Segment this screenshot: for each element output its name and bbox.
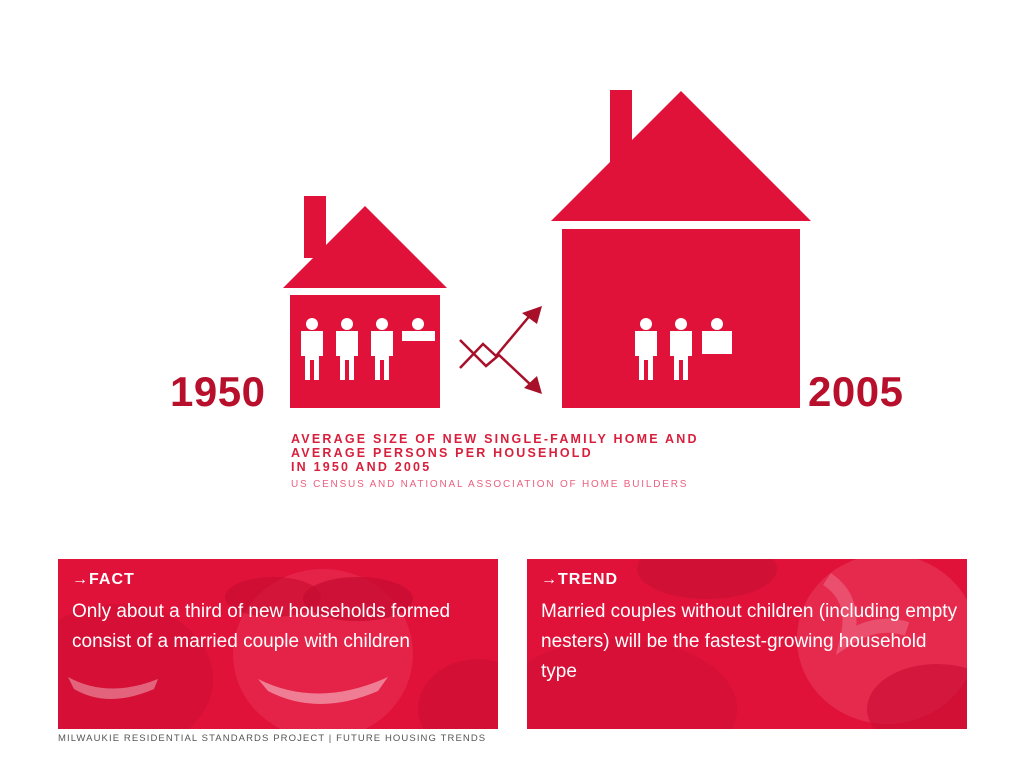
half-person-icon — [702, 318, 732, 354]
roof-2005 — [551, 91, 811, 221]
people-2005 — [635, 318, 732, 380]
house-2005 — [551, 90, 811, 408]
people-1950 — [301, 318, 435, 380]
trend-photo-background — [527, 559, 967, 729]
chimney-1950 — [304, 196, 326, 258]
fact-panel: →FACT Only about a third of new househol… — [58, 559, 498, 729]
fact-photo-background — [58, 559, 498, 729]
roof-1950 — [283, 206, 447, 288]
houses-diagram — [283, 90, 811, 408]
diagram-caption: AVERAGE SIZE OF NEW SINGLE-FAMILY HOME A… — [291, 432, 699, 474]
crossing-up-down-arrows-icon — [459, 306, 542, 394]
year-2005-label: 2005 — [808, 368, 904, 415]
half-person-icon — [402, 318, 435, 341]
fact-text: Only about a third of new households for… — [72, 601, 451, 652]
caption-line-1: AVERAGE SIZE OF NEW SINGLE-FAMILY HOME A… — [291, 432, 699, 446]
trend-panel: →TREND Married couples without children … — [527, 559, 967, 729]
footer-text: MILWAUKIE RESIDENTIAL STANDARDS PROJECT … — [58, 733, 487, 744]
caption-source: US CENSUS AND NATIONAL ASSOCIATION OF HO… — [291, 479, 689, 490]
caption-line-3: IN 1950 AND 2005 — [291, 460, 432, 474]
trend-heading: →TREND — [541, 571, 619, 588]
fact-heading: →FACT — [72, 571, 135, 588]
caption-line-2: AVERAGE PERSONS PER HOUSEHOLD — [291, 446, 593, 460]
year-1950-label: 1950 — [170, 368, 266, 415]
trend-text: Married couples without children (includ… — [541, 601, 958, 682]
